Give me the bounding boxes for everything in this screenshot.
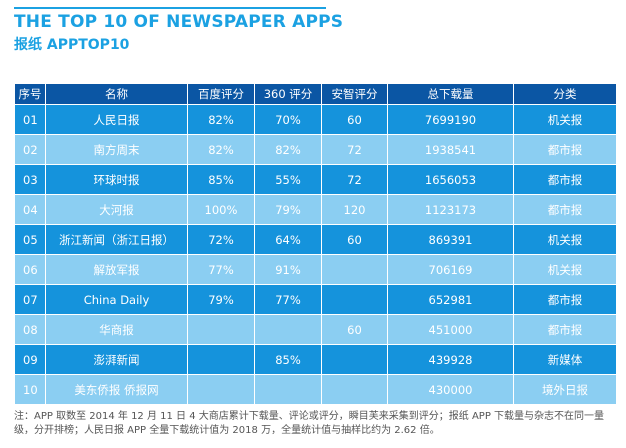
anzhi-score-cell: 120 bbox=[321, 194, 388, 225]
category-cell: 机关报 bbox=[513, 104, 617, 135]
rank-cell: 10 bbox=[14, 374, 46, 405]
downloads-cell: 1656053 bbox=[387, 164, 514, 195]
rank-cell: 05 bbox=[14, 224, 46, 255]
rank-cell: 02 bbox=[14, 134, 46, 165]
anzhi-score-cell: 60 bbox=[321, 314, 388, 345]
baidu-score-cell: 85% bbox=[187, 164, 255, 195]
table-row: 03 环球时报 85% 55% 72 1656053 都市报 bbox=[14, 164, 617, 195]
downloads-cell: 430000 bbox=[387, 374, 514, 405]
table-row: 07 China Daily 79% 77% 652981 都市报 bbox=[14, 284, 617, 315]
rank-cell: 01 bbox=[14, 104, 46, 135]
table-row: 09 澎湃新闻 85% 439928 新媒体 bbox=[14, 344, 617, 375]
name-cell: 解放军报 bbox=[45, 254, 188, 285]
table-row: 10 美东侨报 侨报网 430000 境外日报 bbox=[14, 374, 617, 405]
page-subtitle: 报纸 APPTOP10 bbox=[14, 37, 130, 53]
name-cell: 大河报 bbox=[45, 194, 188, 225]
category-cell: 都市报 bbox=[513, 164, 617, 195]
360-score-cell: 91% bbox=[254, 254, 322, 285]
downloads-cell: 7699190 bbox=[387, 104, 514, 135]
baidu-score-cell: 82% bbox=[187, 134, 255, 165]
category-cell: 都市报 bbox=[513, 314, 617, 345]
column-header-total-downloads: 总下载量 bbox=[387, 83, 514, 105]
name-cell: 南方周末 bbox=[45, 134, 188, 165]
baidu-score-cell: 72% bbox=[187, 224, 255, 255]
downloads-cell: 1123173 bbox=[387, 194, 514, 225]
column-header-rank: 序号 bbox=[14, 83, 46, 105]
baidu-score-cell: 100% bbox=[187, 194, 255, 225]
anzhi-score-cell: 60 bbox=[321, 224, 388, 255]
anzhi-score-cell: 60 bbox=[321, 104, 388, 135]
anzhi-score-cell bbox=[321, 254, 388, 285]
category-cell: 都市报 bbox=[513, 284, 617, 315]
table-row: 08 华商报 60 451000 都市报 bbox=[14, 314, 617, 345]
360-score-cell bbox=[254, 314, 322, 345]
360-score-cell: 82% bbox=[254, 134, 322, 165]
anzhi-score-cell: 72 bbox=[321, 164, 388, 195]
table-row: 06 解放军报 77% 91% 706169 机关报 bbox=[14, 254, 617, 285]
name-cell: 环球时报 bbox=[45, 164, 188, 195]
rank-cell: 07 bbox=[14, 284, 46, 315]
name-cell: 浙江新闻（浙江日报） bbox=[45, 224, 188, 255]
column-header-name: 名称 bbox=[45, 83, 188, 105]
downloads-cell: 652981 bbox=[387, 284, 514, 315]
category-cell: 机关报 bbox=[513, 254, 617, 285]
name-cell: China Daily bbox=[45, 284, 188, 315]
baidu-score-cell bbox=[187, 344, 255, 375]
baidu-score-cell: 79% bbox=[187, 284, 255, 315]
downloads-cell: 869391 bbox=[387, 224, 514, 255]
rank-cell: 09 bbox=[14, 344, 46, 375]
360-score-cell: 64% bbox=[254, 224, 322, 255]
category-cell: 都市报 bbox=[513, 194, 617, 225]
360-score-cell: 77% bbox=[254, 284, 322, 315]
page-title: THE TOP 10 OF NEWSPAPER APPS bbox=[14, 12, 344, 32]
category-cell: 境外日报 bbox=[513, 374, 617, 405]
column-header-anzhi-score: 安智评分 bbox=[321, 83, 388, 105]
360-score-cell: 55% bbox=[254, 164, 322, 195]
column-header-category: 分类 bbox=[513, 83, 617, 105]
anzhi-score-cell bbox=[321, 374, 388, 405]
rank-cell: 08 bbox=[14, 314, 46, 345]
rank-cell: 06 bbox=[14, 254, 46, 285]
downloads-cell: 439928 bbox=[387, 344, 514, 375]
360-score-cell: 85% bbox=[254, 344, 322, 375]
name-cell: 澎湃新闻 bbox=[45, 344, 188, 375]
column-header-360-score: 360 评分 bbox=[254, 83, 322, 105]
category-cell: 机关报 bbox=[513, 224, 617, 255]
table-row: 05 浙江新闻（浙江日报） 72% 64% 60 869391 机关报 bbox=[14, 224, 617, 255]
category-cell: 都市报 bbox=[513, 134, 617, 165]
ranking-table: 序号 名称 百度评分 360 评分 安智评分 总下载量 分类 01 人民日报 8… bbox=[14, 83, 617, 405]
title-rule bbox=[14, 7, 326, 9]
category-cell: 新媒体 bbox=[513, 344, 617, 375]
downloads-cell: 706169 bbox=[387, 254, 514, 285]
baidu-score-cell bbox=[187, 314, 255, 345]
downloads-cell: 451000 bbox=[387, 314, 514, 345]
column-header-baidu-score: 百度评分 bbox=[187, 83, 255, 105]
name-cell: 华商报 bbox=[45, 314, 188, 345]
rank-cell: 03 bbox=[14, 164, 46, 195]
table-header-row: 序号 名称 百度评分 360 评分 安智评分 总下载量 分类 bbox=[14, 83, 617, 105]
name-cell: 美东侨报 侨报网 bbox=[45, 374, 188, 405]
anzhi-score-cell bbox=[321, 284, 388, 315]
footnote: 注：APP 取数至 2014 年 12 月 11 日 4 大商店累计下载量、评论… bbox=[14, 411, 605, 436]
anzhi-score-cell: 72 bbox=[321, 134, 388, 165]
baidu-score-cell: 77% bbox=[187, 254, 255, 285]
table-row: 04 大河报 100% 79% 120 1123173 都市报 bbox=[14, 194, 617, 225]
360-score-cell: 79% bbox=[254, 194, 322, 225]
rank-cell: 04 bbox=[14, 194, 46, 225]
360-score-cell: 70% bbox=[254, 104, 322, 135]
downloads-cell: 1938541 bbox=[387, 134, 514, 165]
table-row: 01 人民日报 82% 70% 60 7699190 机关报 bbox=[14, 104, 617, 135]
anzhi-score-cell bbox=[321, 344, 388, 375]
table-row: 02 南方周末 82% 82% 72 1938541 都市报 bbox=[14, 134, 617, 165]
name-cell: 人民日报 bbox=[45, 104, 188, 135]
baidu-score-cell bbox=[187, 374, 255, 405]
baidu-score-cell: 82% bbox=[187, 104, 255, 135]
360-score-cell bbox=[254, 374, 322, 405]
